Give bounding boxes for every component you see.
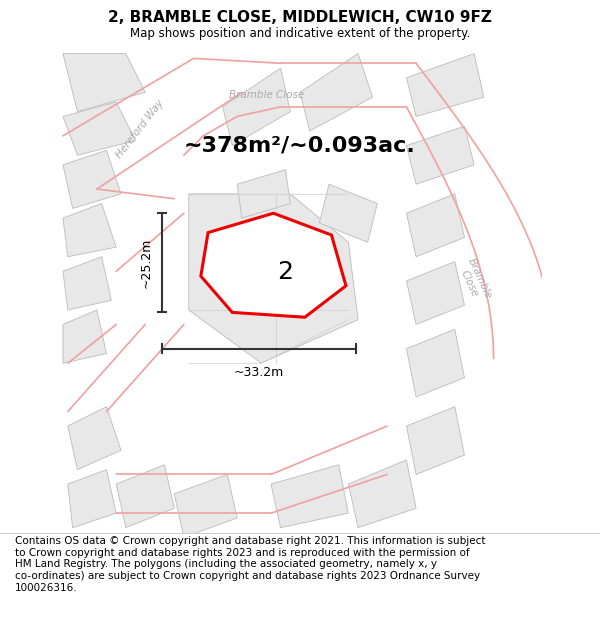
Polygon shape — [406, 194, 464, 257]
Polygon shape — [201, 213, 346, 318]
Text: Bramble
Close: Bramble Close — [455, 256, 493, 306]
Polygon shape — [319, 184, 377, 242]
Text: Bramble Close: Bramble Close — [229, 90, 304, 100]
Polygon shape — [63, 310, 106, 363]
Text: ~33.2m: ~33.2m — [234, 366, 284, 379]
Polygon shape — [63, 151, 121, 208]
Polygon shape — [349, 460, 416, 528]
Polygon shape — [189, 194, 358, 363]
Polygon shape — [63, 204, 116, 257]
Polygon shape — [116, 465, 174, 528]
Polygon shape — [406, 262, 464, 324]
Text: Map shows position and indicative extent of the property.: Map shows position and indicative extent… — [130, 27, 470, 40]
Polygon shape — [271, 465, 349, 528]
Text: Hereford Way: Hereford Way — [115, 98, 166, 159]
Polygon shape — [68, 469, 116, 528]
Polygon shape — [406, 407, 464, 474]
Text: 2, BRAMBLE CLOSE, MIDDLEWICH, CW10 9FZ: 2, BRAMBLE CLOSE, MIDDLEWICH, CW10 9FZ — [108, 10, 492, 25]
Polygon shape — [300, 54, 373, 131]
Polygon shape — [406, 126, 474, 184]
Polygon shape — [223, 68, 290, 146]
Polygon shape — [174, 474, 237, 538]
Text: 2: 2 — [277, 260, 293, 284]
Polygon shape — [68, 407, 121, 469]
Polygon shape — [63, 102, 136, 155]
Polygon shape — [406, 54, 484, 116]
Text: ~378m²/~0.093ac.: ~378m²/~0.093ac. — [184, 136, 416, 156]
Text: ~25.2m: ~25.2m — [139, 238, 152, 288]
Polygon shape — [63, 54, 145, 112]
Polygon shape — [237, 169, 290, 218]
Polygon shape — [406, 329, 464, 397]
Polygon shape — [63, 257, 112, 310]
Text: Contains OS data © Crown copyright and database right 2021. This information is : Contains OS data © Crown copyright and d… — [15, 536, 485, 592]
